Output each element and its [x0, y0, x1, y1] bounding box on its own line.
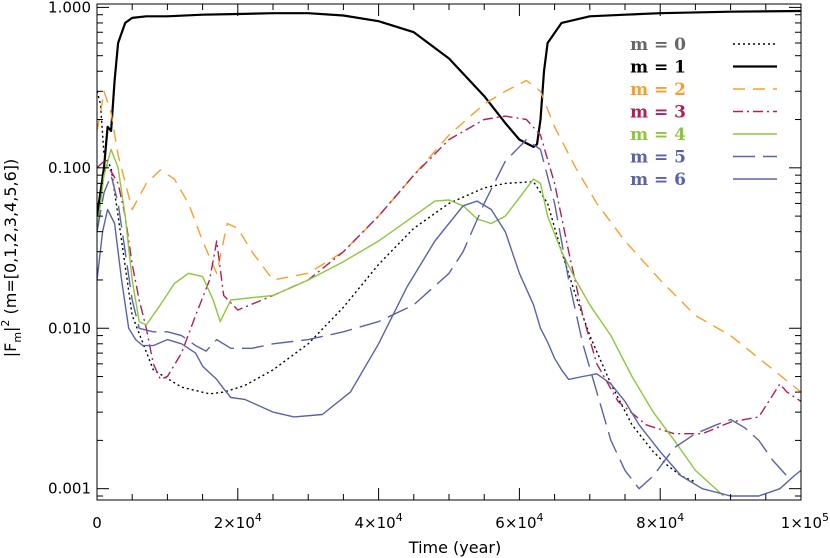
x-tick-label: 8×104	[636, 511, 684, 532]
legend-label-m6: m = 6	[630, 170, 686, 190]
series-line-m5	[97, 138, 788, 490]
x-axis-title: Time (year)	[408, 538, 501, 557]
series-line-m4	[97, 148, 725, 497]
series-line-m0	[97, 91, 696, 483]
series-line-m6	[97, 200, 801, 497]
series-line-m3	[97, 115, 801, 435]
legend-label-m3: m = 3	[630, 103, 686, 123]
legend-label-m5: m = 5	[630, 148, 686, 168]
legend-label-m4: m = 4	[630, 125, 686, 145]
series-layer	[97, 9, 801, 497]
x-tick-label: 2×104	[214, 511, 262, 532]
legend-label-m0: m = 0	[630, 35, 686, 55]
x-tick-label: 4×104	[354, 511, 402, 532]
x-tick-label: 0	[92, 514, 102, 532]
axes-layer: 0.001 0.010 0.100 1.000 0 2×104 4×104 6×104 8×10…	[48, 0, 829, 532]
y-tick-label: 0.010	[48, 319, 91, 337]
y-tick-label: 0.001	[48, 480, 91, 498]
legend: m = 0 m = 1m = 2 m = 3m = 4 m = 5m = 6	[630, 35, 777, 190]
legend-label-m2: m = 2	[630, 80, 686, 100]
series-line-m2	[97, 79, 801, 393]
series-line-m1	[97, 9, 801, 217]
y-axis-title: |Fm|2 (m=[0,1,2,3,4,5,6])	[0, 159, 24, 358]
x-tick-label: 1×105	[781, 511, 829, 532]
x-tick-label: 6×104	[495, 511, 543, 532]
plot-frame	[96, 3, 802, 501]
y-tick-label: 1.000	[48, 0, 91, 16]
legend-label-m1: m = 1	[630, 58, 686, 78]
y-tick-label: 0.100	[48, 159, 91, 177]
